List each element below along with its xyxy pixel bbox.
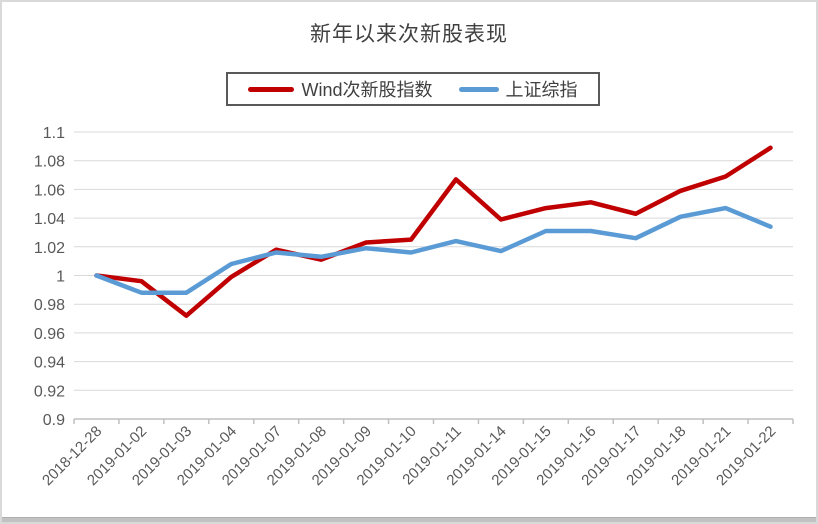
y-axis-label: 1 bbox=[56, 269, 65, 286]
y-axis-label: 1.04 bbox=[34, 211, 65, 228]
series-line-wind-index bbox=[94, 145, 773, 318]
chart-title: 新年以来次新股表现 bbox=[310, 23, 508, 46]
legend-item-sse-composite: 上证综指 bbox=[458, 76, 578, 102]
legend-item-wind-index: Wind次新股指数 bbox=[248, 76, 433, 102]
series-line-sse-composite bbox=[94, 205, 773, 295]
legend-label: Wind次新股指数 bbox=[301, 80, 433, 100]
y-axis-label: 1.08 bbox=[34, 154, 65, 171]
y-axis-label: 0.92 bbox=[34, 383, 65, 400]
y-axis-label: 0.9 bbox=[43, 412, 65, 429]
y-axis-label: 1.06 bbox=[34, 182, 65, 199]
y-axis-label: 1.1 bbox=[43, 125, 65, 142]
y-axis-label: 0.96 bbox=[34, 326, 65, 343]
red-line-swatch-icon bbox=[248, 86, 295, 92]
blue-line-swatch-icon bbox=[458, 86, 499, 92]
y-axis-label: 1.02 bbox=[34, 240, 65, 257]
bottom-edge-bar bbox=[2, 517, 816, 522]
y-axis-label: 0.94 bbox=[34, 355, 65, 372]
y-axis-label: 0.98 bbox=[34, 297, 65, 314]
legend-label: 上证综指 bbox=[505, 80, 578, 100]
chart-legend: Wind次新股指数 上证综指 bbox=[226, 72, 600, 106]
